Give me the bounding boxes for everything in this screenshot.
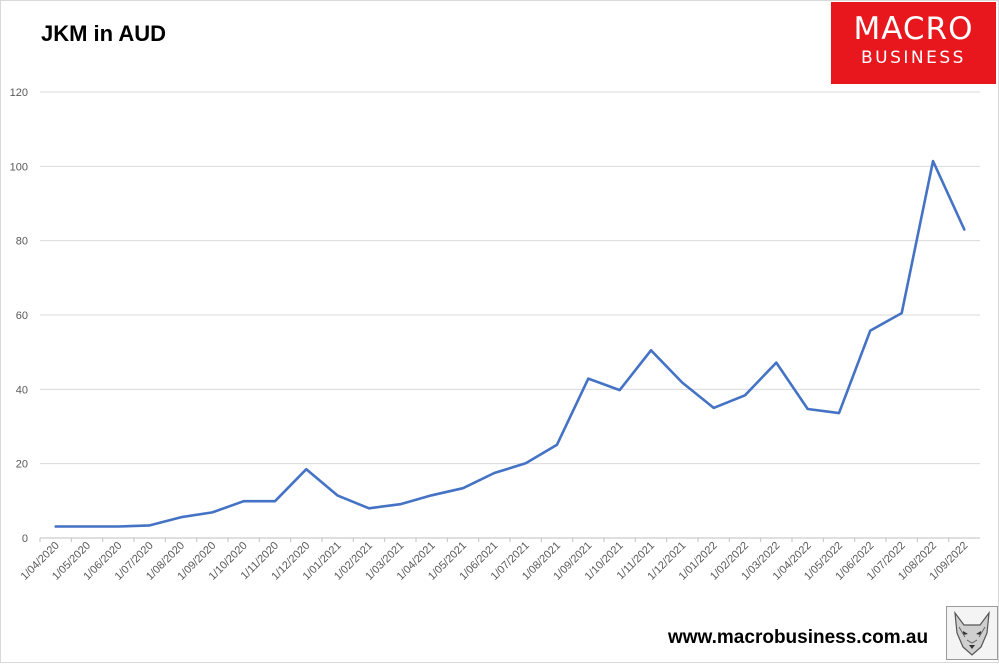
y-tick-label: 80 [16,236,28,248]
gridlines [40,91,980,539]
y-tick-label: 120 [10,87,28,99]
series-line [54,159,966,528]
y-tick-label: 0 [22,533,28,545]
logo-line-2: BUSINESS [861,48,966,68]
y-tick-label: 20 [16,459,28,471]
logo-line-1: MACRO [853,11,974,47]
wolf-head-icon [946,606,998,660]
y-tick-label: 100 [10,161,28,173]
y-tick-label: 40 [16,384,28,396]
x-axis-ticks: 1/04/20201/05/20201/06/20201/07/20201/08… [19,538,970,583]
website-url: www.macrobusiness.com.au [668,627,929,648]
chart-title: JKM in AUD [41,21,167,46]
macrobusiness-logo: MACRO BUSINESS [831,2,996,84]
series-group [54,159,966,528]
y-tick-label: 60 [16,310,28,322]
y-axis-ticks: 0 20 40 60 80 100 120 [10,87,28,545]
